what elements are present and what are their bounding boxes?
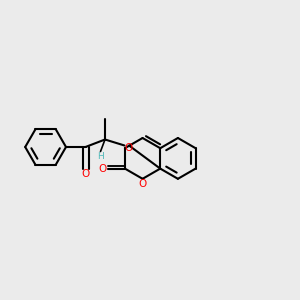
Text: O: O [138,179,147,189]
Text: O: O [81,169,90,179]
Text: O: O [124,143,132,153]
Text: H: H [97,152,104,161]
Text: O: O [99,164,107,174]
